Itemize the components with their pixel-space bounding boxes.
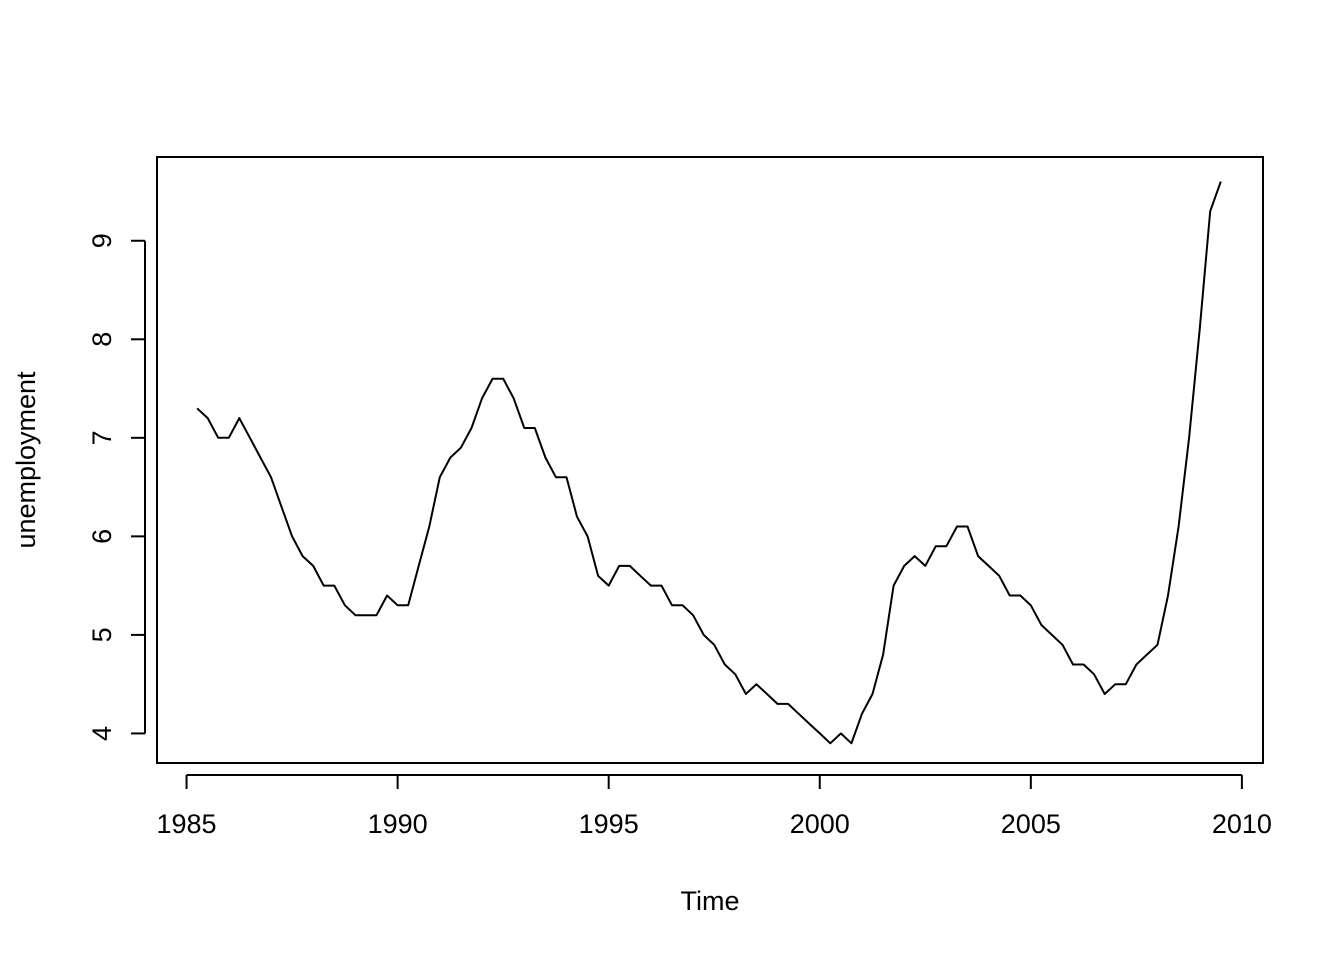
y-axis: 4 5 6 7 8 9: [87, 233, 146, 741]
y-tick-label: 8: [87, 332, 117, 347]
x-tick-label: 2000: [790, 809, 850, 839]
y-axis-label: unemployment: [11, 371, 41, 549]
plot-box: [156, 156, 1264, 764]
x-tick-label: 2010: [1212, 809, 1272, 839]
unemployment-line: [196, 181, 1222, 745]
x-tick-label: 1990: [368, 809, 428, 839]
y-tick-label: 5: [87, 627, 117, 642]
x-tick-label: 2005: [1001, 809, 1061, 839]
y-tick-label: 6: [87, 529, 117, 544]
y-tick-label: 9: [87, 233, 117, 248]
y-tick-label: 7: [87, 430, 117, 445]
x-tick-label: 1995: [579, 809, 639, 839]
x-axis-label: Time: [681, 886, 740, 916]
x-axis: 1985 1990 1995 2000 2005 2010: [157, 774, 1272, 839]
x-tick-label: 1985: [157, 809, 217, 839]
y-tick-label: 4: [87, 726, 117, 741]
